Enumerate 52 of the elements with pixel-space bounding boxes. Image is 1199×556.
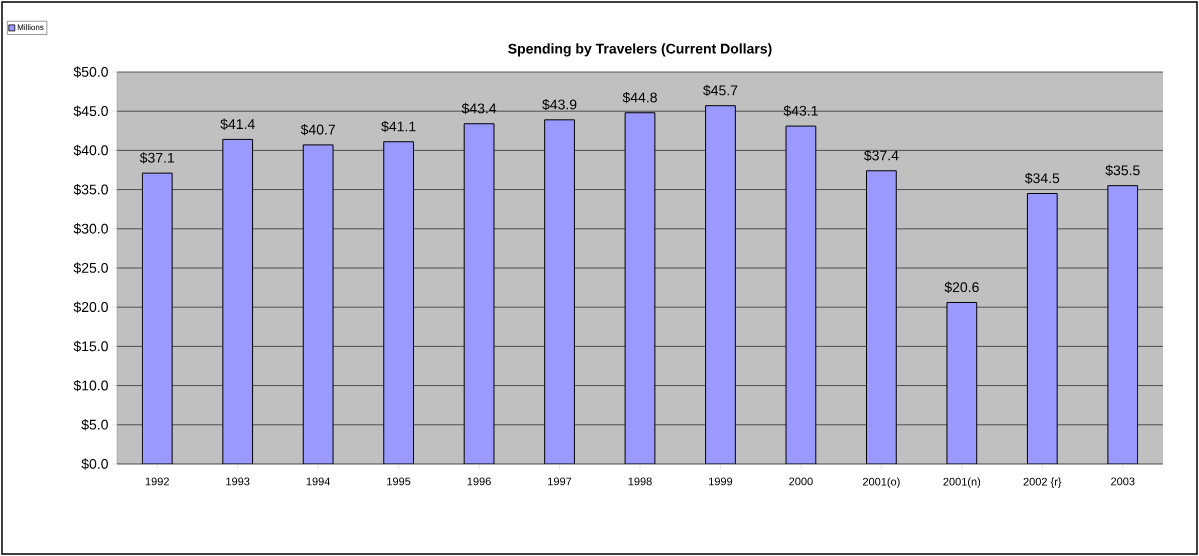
data-label: $43.1 [783,105,818,117]
y-tick-label: $50.0 [73,66,108,78]
y-tick-label: $15.0 [73,340,108,353]
x-tick-label: 1998 [628,477,652,486]
data-label: $37.1 [139,152,175,164]
bar [1107,185,1139,464]
bar [866,170,897,464]
bar [222,138,254,464]
y-tick-label: $0.0 [81,458,108,470]
data-label: $37.4 [864,149,899,162]
x-tick-label: 2000 [789,477,813,486]
data-label: $41.1 [381,120,416,133]
bar [383,141,415,464]
bar [141,172,173,464]
x-tick-label: 2003 [1111,477,1135,486]
bar [1026,193,1058,464]
bar [705,105,736,464]
bar [302,144,334,464]
data-label: $20.6 [944,281,979,293]
bar [463,123,495,464]
y-tick-label: $25.0 [73,262,108,274]
y-tick-label: $20.0 [73,301,108,313]
bar [544,119,575,464]
x-tick-label: 2001(n) [943,477,981,488]
data-label: $41.4 [220,118,255,130]
data-label: $45.7 [703,84,738,97]
bar [624,112,656,464]
data-label: $43.9 [542,98,577,111]
data-label: $35.5 [1105,164,1140,177]
y-tick-label: $10.0 [73,379,108,392]
y-tick-label: $35.0 [73,183,108,196]
y-tick-label: $40.0 [73,144,108,157]
x-tick-label: 2001(o) [862,477,900,488]
y-tick-label: $45.0 [73,105,108,117]
x-tick-label: 1999 [709,477,733,486]
data-label: $44.8 [622,91,657,104]
x-tick-label: 1995 [387,477,411,486]
x-tick-label: 1997 [548,477,572,486]
data-label: $34.5 [1024,172,1060,184]
x-tick-label: 1994 [306,477,331,486]
x-tick-label: 2002 {r} [1023,477,1062,488]
y-tick-label: $30.0 [73,223,108,235]
x-tick-label: 1996 [467,477,491,486]
legend-label: Millions [17,24,44,31]
bar [785,125,817,464]
x-tick-label: 1993 [226,477,250,486]
data-label: $43.4 [461,102,497,115]
x-tick-label: 1992 [145,477,169,486]
chart-title: Spending by Travelers (Current Dollars) [508,43,772,57]
bar [946,301,978,464]
data-label: $40.7 [300,124,335,136]
y-tick-label: $5.0 [81,419,108,431]
